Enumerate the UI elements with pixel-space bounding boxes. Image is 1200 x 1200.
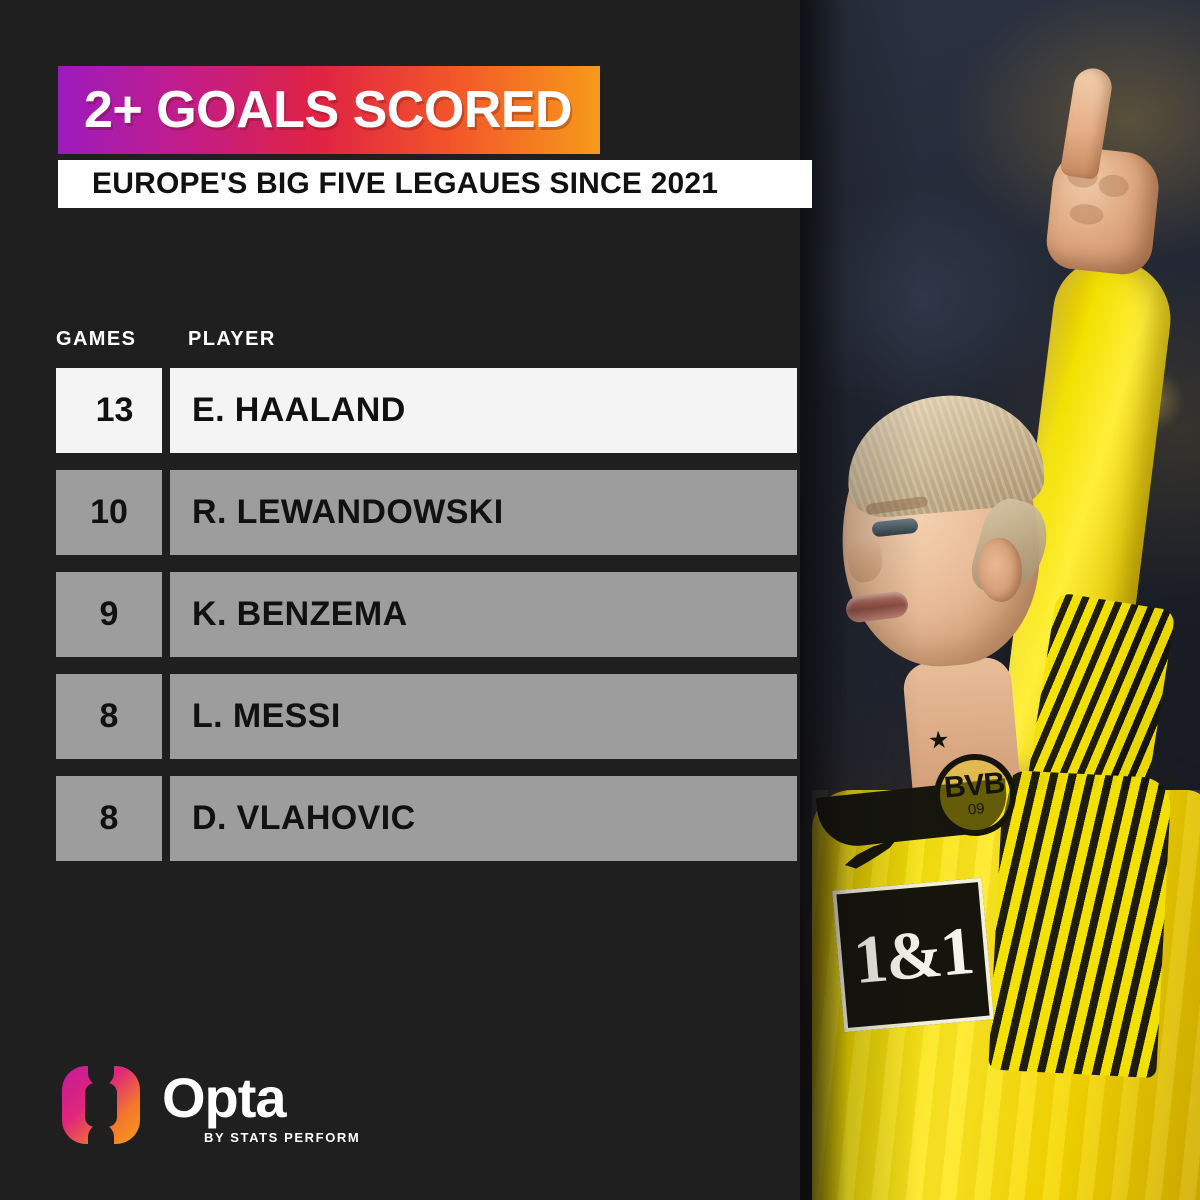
column-header-player: PLAYER [188, 328, 276, 350]
row-games-value: 8 [56, 776, 162, 861]
row-games-value: 8 [56, 674, 162, 759]
row-games-value: 10 [56, 470, 162, 555]
leaderboard-table: 13 E. HAALAND 10 R. LEWANDOWSKI 9 K. BEN… [0, 368, 800, 878]
row-player-cell: R. LEWANDOWSKI [170, 470, 797, 555]
row-player-name: D. VLAHOVIC [192, 799, 416, 837]
opta-mark-notch-bottom [88, 1124, 114, 1144]
row-player-name: E. HAALAND [192, 391, 406, 429]
subtitle-banner: EUROPE'S BIG FIVE LEGAUES SINCE 2021 [58, 160, 812, 208]
page-title: 2+ GOALS SCORED [84, 81, 573, 139]
opta-logo: Opta BY STATS PERFORM [62, 1058, 382, 1154]
table-row[interactable]: 10 R. LEWANDOWSKI [0, 470, 800, 555]
row-player-name: L. MESSI [192, 697, 341, 735]
title-banner: 2+ GOALS SCORED [58, 66, 600, 154]
opta-mark-icon [62, 1066, 140, 1144]
row-player-cell: E. HAALAND [170, 368, 797, 453]
row-player-cell: L. MESSI [170, 674, 797, 759]
table-column-headers: GAMES PLAYER [0, 328, 800, 358]
photo-edge-vignette [800, 0, 1200, 1200]
table-row[interactable]: 13 E. HAALAND [0, 368, 800, 453]
row-player-name: K. BENZEMA [192, 595, 408, 633]
content-panel: 2+ GOALS SCORED EUROPE'S BIG FIVE LEGAUE… [0, 0, 812, 1200]
row-player-cell: K. BENZEMA [170, 572, 797, 657]
row-games-value: 9 [56, 572, 162, 657]
player-photo: ★ BVB 09 1&1 [800, 0, 1200, 1200]
table-row[interactable]: 8 D. VLAHOVIC [0, 776, 800, 861]
page-subtitle: EUROPE'S BIG FIVE LEGAUES SINCE 2021 [92, 167, 719, 200]
opta-mark-hole [85, 1083, 117, 1127]
column-header-games: GAMES [56, 328, 137, 350]
opta-mark-notch-top [88, 1066, 114, 1086]
row-games-value: 13 [56, 368, 162, 453]
row-player-cell: D. VLAHOVIC [170, 776, 797, 861]
opta-wordmark: Opta [162, 1066, 287, 1129]
row-player-name: R. LEWANDOWSKI [192, 493, 504, 531]
table-row[interactable]: 9 K. BENZEMA [0, 572, 800, 657]
opta-tagline: BY STATS PERFORM [204, 1130, 361, 1145]
table-row[interactable]: 8 L. MESSI [0, 674, 800, 759]
